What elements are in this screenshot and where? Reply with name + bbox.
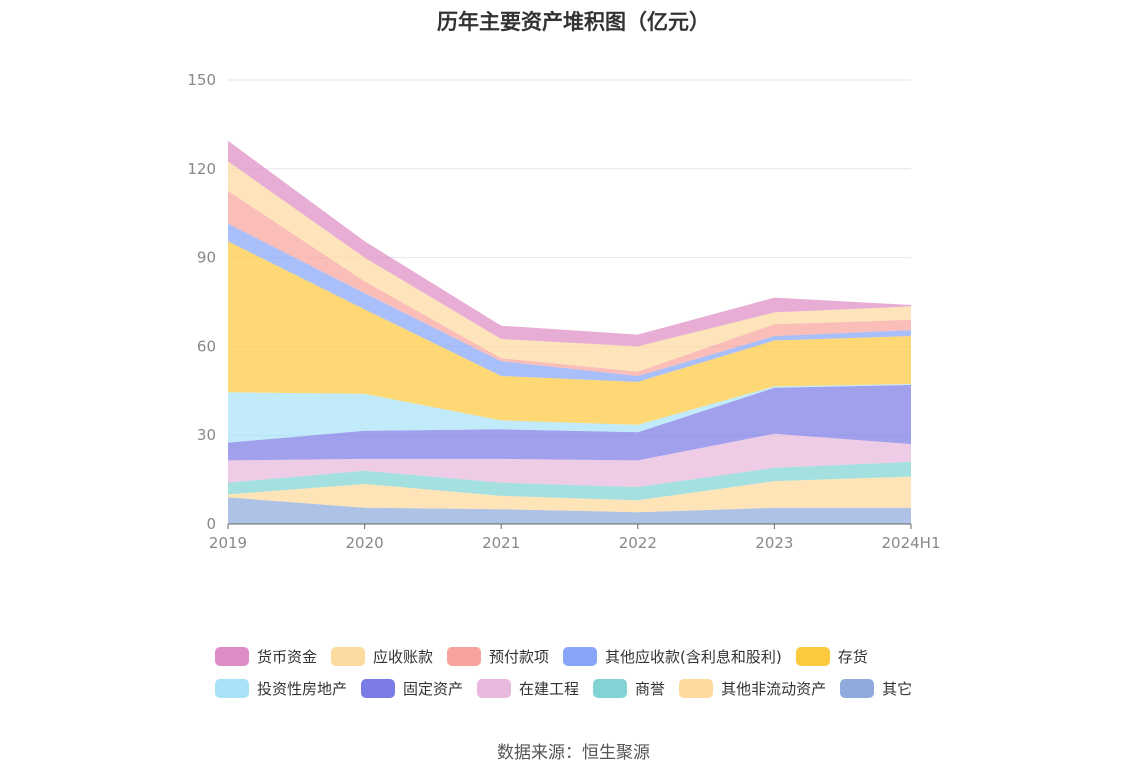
series-area-其他非流动资产 [228, 476, 911, 513]
x-tick-label: 2022 [619, 534, 657, 552]
legend-label: 商誉 [635, 679, 666, 698]
y-tick-label: 90 [197, 249, 216, 267]
series-area-其他应收款(含利息和股利) [228, 223, 911, 382]
legend-item[interactable]: 存货 [795, 646, 868, 667]
series-area-商誉 [228, 461, 911, 501]
legend-row: 投资性房地产 固定资产 在建工程 商誉 其他非流动资产 其它 [215, 672, 975, 704]
legend-item[interactable]: 预付款项 [447, 646, 549, 667]
legend-swatch [795, 646, 830, 666]
legend-label: 货币资金 [257, 647, 318, 666]
legend-swatch [361, 678, 396, 698]
legend-item[interactable]: 在建工程 [477, 678, 579, 699]
legend-label: 投资性房地产 [257, 679, 348, 698]
y-tick-label: 30 [197, 426, 216, 444]
series-area-投资性房地产 [228, 384, 911, 443]
legend-swatch [477, 678, 512, 698]
legend-label: 固定资产 [403, 679, 464, 698]
legend-item[interactable]: 固定资产 [361, 678, 463, 699]
legend-label: 其他非流动资产 [721, 679, 827, 698]
legend-swatch [840, 678, 875, 698]
series-area-预付款项 [228, 191, 911, 376]
legend-item[interactable]: 商誉 [593, 678, 665, 699]
legend-item[interactable]: 投资性房地产 [215, 678, 347, 699]
legend-swatch [331, 646, 366, 666]
x-tick-label: 2020 [346, 534, 384, 552]
series-area-应收账款 [228, 161, 911, 372]
legend: 货币资金 应收账款 预付款项 其他应收款(含利息和股利) 存货投资性房地产 固定资产 在建工… [215, 640, 975, 704]
area-chart: 0 30 60 90 120 150 2019 2020 2021 2022 2023 2024H1 [187, 71, 941, 552]
legend-item[interactable]: 货币资金 [215, 646, 317, 667]
legend-item[interactable]: 应收账款 [331, 646, 433, 667]
legend-swatch [679, 678, 714, 698]
legend-item[interactable]: 其它 [840, 678, 912, 699]
y-tick-label: 150 [187, 71, 216, 89]
legend-label: 其他应收款(含利息和股利) [605, 647, 782, 666]
series-area-固定资产 [228, 384, 911, 461]
legend-swatch [593, 678, 628, 698]
series-area-在建工程 [228, 433, 911, 487]
x-tick-label: 2024H1 [882, 534, 941, 552]
chart-title: 历年主要资产堆积图（亿元） [437, 10, 710, 34]
x-tick-label: 2021 [482, 534, 520, 552]
series-area-存货 [228, 241, 911, 425]
data-source: 数据来源：恒生聚源 [497, 743, 650, 763]
y-tick-label: 120 [187, 160, 216, 178]
legend-label: 其它 [882, 679, 913, 698]
legend-item[interactable]: 其他应收款(含利息和股利) [563, 646, 782, 667]
legend-label: 预付款项 [489, 647, 550, 666]
y-tick-label: 0 [206, 515, 216, 533]
legend-swatch [563, 646, 598, 666]
legend-swatch [215, 646, 249, 666]
legend-item[interactable]: 其他非流动资产 [679, 678, 826, 699]
x-tick-label: 2023 [755, 534, 793, 552]
series-area-货币资金 [228, 140, 911, 347]
legend-row: 货币资金 应收账款 预付款项 其他应收款(含利息和股利) 存货 [215, 640, 975, 672]
legend-label: 在建工程 [519, 679, 580, 698]
legend-swatch [447, 646, 482, 666]
legend-label: 存货 [837, 647, 868, 666]
legend-swatch [215, 678, 249, 698]
x-tick-label: 2019 [209, 534, 247, 552]
legend-label: 应收账款 [373, 647, 434, 666]
y-tick-label: 60 [197, 337, 216, 355]
